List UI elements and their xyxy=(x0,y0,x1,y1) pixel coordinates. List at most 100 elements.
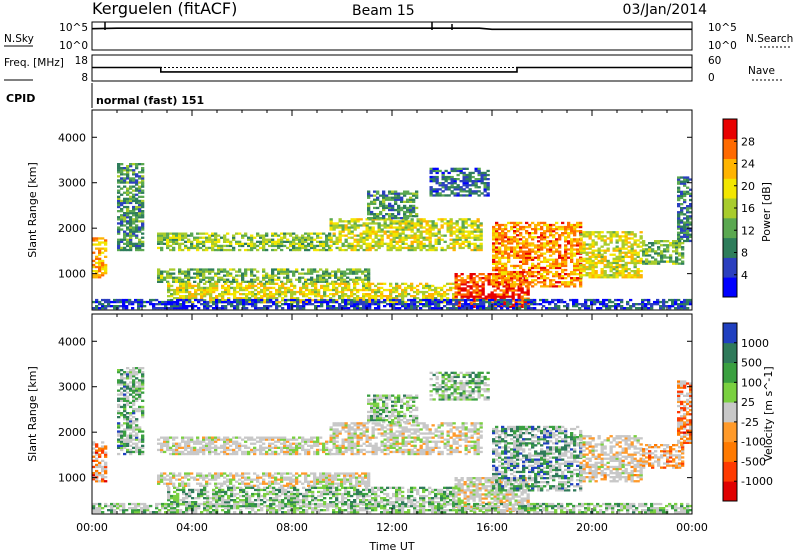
echo-cell xyxy=(558,275,562,278)
echo-cell xyxy=(126,244,130,248)
colorbar-tick-label: 4 xyxy=(741,269,748,282)
echo-cell xyxy=(479,224,483,227)
echo-cell xyxy=(227,298,231,302)
echo-cell xyxy=(295,242,299,245)
echo-cell xyxy=(123,434,127,437)
echo-cell xyxy=(322,278,326,281)
echo-cell xyxy=(549,230,553,233)
echo-cell xyxy=(117,424,121,427)
echo-cell xyxy=(129,418,133,421)
echo-cell xyxy=(633,263,637,267)
echo-cell xyxy=(123,385,127,388)
echo-cell xyxy=(659,305,663,308)
echo-cell xyxy=(341,244,345,248)
echo-cell xyxy=(178,276,182,279)
echo-cell xyxy=(458,236,462,239)
echo-cell xyxy=(251,290,255,294)
echo-cell xyxy=(383,288,387,292)
echo-cell xyxy=(606,249,610,252)
echo-cell xyxy=(377,300,381,304)
echo-cell xyxy=(675,240,679,243)
echo-cell xyxy=(416,222,420,225)
echo-cell xyxy=(422,303,426,306)
echo-cell xyxy=(522,262,526,265)
echo-cell xyxy=(386,244,390,248)
echo-cell xyxy=(534,236,538,239)
echo-cell xyxy=(260,284,264,288)
echo-cell xyxy=(307,270,311,273)
echo-cell xyxy=(478,289,482,292)
echo-cell xyxy=(675,262,679,265)
echo-cell xyxy=(347,226,351,229)
echo-cell xyxy=(135,432,139,435)
echo-cell xyxy=(564,252,568,255)
echo-cell xyxy=(407,307,411,310)
echo-cell xyxy=(265,242,269,245)
echo-cell xyxy=(211,248,215,252)
echo-cell xyxy=(172,232,176,235)
echo-cell xyxy=(380,300,384,304)
echo-cell xyxy=(245,307,249,310)
echo-cell xyxy=(639,257,643,260)
echo-cell xyxy=(555,238,559,241)
echo-cell xyxy=(98,270,102,273)
echo-cell xyxy=(322,240,326,243)
echo-cell xyxy=(365,246,369,250)
echo-cell xyxy=(449,234,453,237)
echo-cell xyxy=(564,254,568,257)
echo-cell xyxy=(403,194,407,197)
echo-cell xyxy=(454,295,458,298)
echo-cell xyxy=(531,221,535,225)
echo-cell xyxy=(455,234,459,237)
echo-cell xyxy=(517,297,521,300)
echo-cell xyxy=(126,208,130,211)
echo-cell xyxy=(203,303,207,306)
echo-cell xyxy=(320,297,324,300)
echo-cell xyxy=(412,198,416,201)
echo-cell xyxy=(101,268,105,271)
echo-cell xyxy=(389,234,393,237)
echo-cell xyxy=(132,426,136,429)
echo-cell xyxy=(181,236,185,239)
echo-cell xyxy=(446,300,450,304)
echo-cell xyxy=(98,243,102,246)
echo-cell xyxy=(166,242,170,245)
echo-cell xyxy=(477,171,481,175)
echo-cell xyxy=(428,244,432,248)
echo-cell xyxy=(470,236,474,239)
echo-cell xyxy=(167,290,171,294)
echo-cell xyxy=(450,178,454,181)
echo-cell xyxy=(238,232,242,235)
echo-cell xyxy=(254,295,258,298)
echo-cell xyxy=(334,274,338,277)
echo-cell xyxy=(472,299,476,302)
echo-cell xyxy=(335,236,339,239)
echo-cell xyxy=(570,281,574,284)
echo-cell xyxy=(527,305,531,308)
echo-cell xyxy=(407,234,411,237)
echo-cell xyxy=(410,224,414,227)
echo-cell xyxy=(383,232,387,235)
echo-cell xyxy=(104,465,108,469)
echo-cell xyxy=(117,399,121,402)
echo-cell xyxy=(522,246,526,249)
echo-cell xyxy=(126,248,130,252)
echo-cell xyxy=(444,178,448,181)
echo-cell xyxy=(465,182,469,185)
echo-cell xyxy=(507,275,511,278)
echo-cell xyxy=(582,274,586,277)
echo-cell xyxy=(344,298,348,302)
echo-cell xyxy=(232,248,236,252)
echo-cell xyxy=(476,228,480,231)
echo-cell xyxy=(501,252,505,255)
echo-cell xyxy=(494,303,498,306)
echo-cell xyxy=(498,256,502,259)
echo-cell xyxy=(678,258,682,261)
echo-cell xyxy=(469,273,473,276)
echo-cell xyxy=(425,222,429,225)
echo-cell xyxy=(215,300,219,304)
echo-cell xyxy=(275,298,279,302)
freq-label: Freq. [MHz] xyxy=(4,57,64,69)
echo-cell xyxy=(101,272,105,275)
echo-cell xyxy=(316,236,320,239)
